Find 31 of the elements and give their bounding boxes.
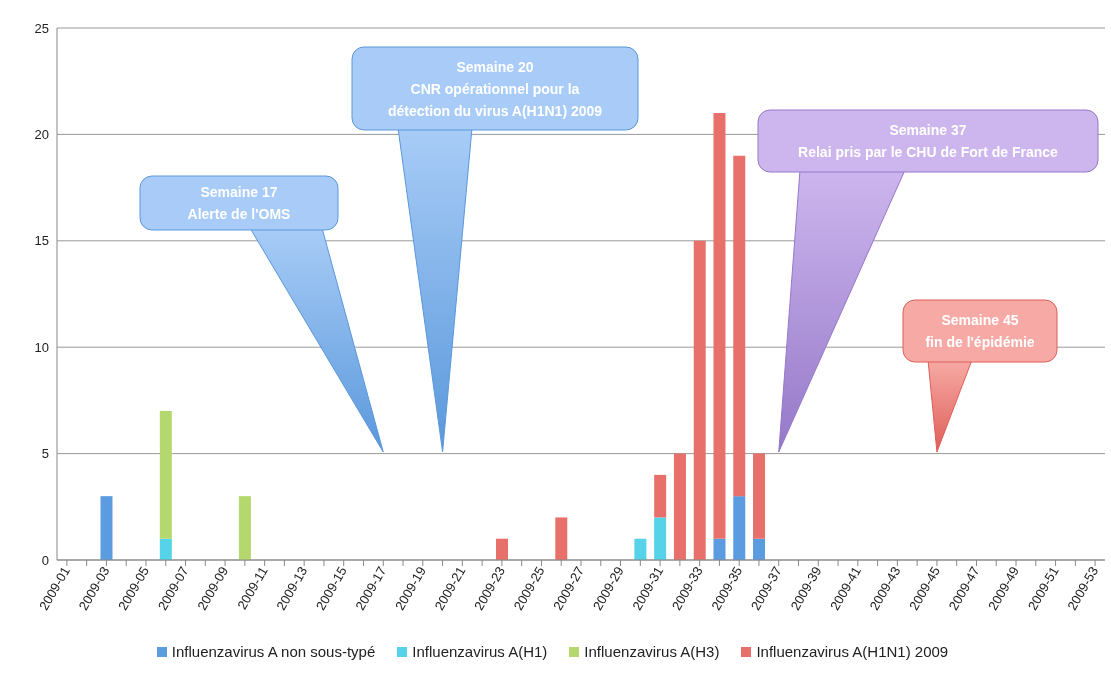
bar — [159, 538, 172, 560]
bar — [238, 496, 251, 560]
y-tick-label: 5 — [41, 446, 49, 462]
y-tick-label: 15 — [34, 233, 49, 249]
bar — [733, 155, 746, 497]
legend-label: Influenzavirus A(H1) — [412, 643, 548, 660]
bar — [654, 517, 667, 560]
bar — [654, 474, 667, 518]
y-tick-label: 0 — [41, 552, 49, 568]
bar — [733, 496, 746, 560]
annotation: Semaine 45 fin de l'épidémie — [925, 312, 1035, 350]
bar — [159, 411, 172, 539]
y-tick-label: 10 — [34, 339, 49, 355]
bar — [555, 517, 568, 560]
bar — [100, 496, 113, 560]
bar — [753, 538, 766, 560]
annotation: Semaine 20 CNR opérationnel pour la détection du virus A(H1N1) 2009 — [387, 58, 603, 119]
annotation: Semaine 37 Relai pris par le CHU de Fort de France — [798, 122, 1059, 160]
bar — [713, 538, 726, 560]
y-tick-label: 20 — [34, 127, 49, 143]
y-tick-label: 25 — [34, 20, 49, 36]
bar — [634, 538, 647, 560]
legend-label: Influenzavirus A non sous-typé — [171, 643, 376, 660]
bar — [693, 240, 706, 560]
legend-label: Influenzavirus A(H1N1) 2009 — [756, 643, 949, 660]
bar — [673, 453, 686, 560]
bar — [753, 453, 766, 539]
legend-label: Influenzavirus A(H3) — [584, 643, 720, 660]
bar — [713, 113, 726, 539]
bar — [495, 538, 508, 560]
annotation: Semaine 17 Alerte de l'OMS — [187, 184, 291, 222]
